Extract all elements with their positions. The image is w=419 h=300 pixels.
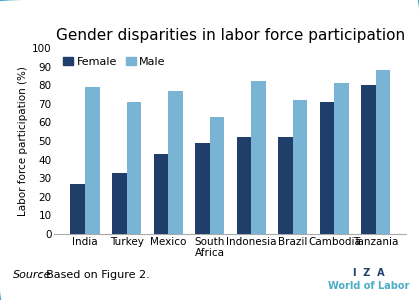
- Bar: [293, 100, 307, 234]
- Text: I  Z  A: I Z A: [353, 268, 385, 278]
- Text: : Based on Figure 2.: : Based on Figure 2.: [39, 271, 150, 281]
- Bar: [70, 184, 85, 234]
- Bar: [251, 82, 266, 234]
- Bar: [237, 137, 251, 234]
- Bar: [112, 172, 127, 234]
- Text: Source: Source: [13, 271, 51, 281]
- Bar: [168, 91, 183, 234]
- Bar: [195, 143, 210, 234]
- Bar: [127, 102, 141, 234]
- Bar: [278, 137, 293, 234]
- Text: World of Labor: World of Labor: [328, 281, 409, 291]
- Bar: [210, 117, 224, 234]
- Y-axis label: Labor force participation (%): Labor force participation (%): [18, 66, 28, 216]
- Title: Gender disparities in labor force participation: Gender disparities in labor force partic…: [56, 28, 405, 43]
- Bar: [361, 85, 376, 234]
- Bar: [85, 87, 100, 234]
- Bar: [376, 70, 391, 234]
- Bar: [320, 102, 334, 234]
- Bar: [154, 154, 168, 234]
- Bar: [334, 83, 349, 234]
- Legend: Female, Male: Female, Male: [60, 54, 169, 70]
